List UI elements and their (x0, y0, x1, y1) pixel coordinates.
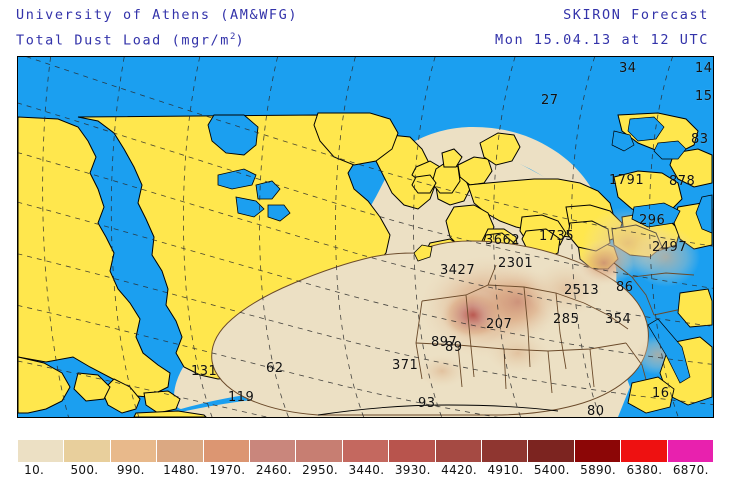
colorbar-swatch (528, 440, 575, 462)
colorbar-swatch (250, 440, 297, 462)
black-sea (631, 202, 681, 228)
colorbar-swatch (296, 440, 343, 462)
west-africa-detail (317, 404, 559, 416)
colorbar-tick-label: 1480. (163, 463, 200, 477)
colorbar-swatch (482, 440, 529, 462)
landmass-caribbean (18, 356, 207, 417)
institution-title: University of Athens (AM&WFG) (16, 7, 299, 23)
colorbar-swatch (574, 440, 622, 462)
colorbar-tick-label: 3440. (348, 463, 385, 477)
colorbar-tick-label: 10. (24, 463, 45, 477)
dust-plumes (416, 207, 700, 389)
field-title-exponent: 2 (230, 32, 236, 42)
colorbar-tick-label: 6380. (626, 463, 663, 477)
colorbar-tick-label: 1970. (209, 463, 246, 477)
british-isles (411, 148, 463, 194)
colorbar-wrap (18, 440, 714, 462)
colorbar-tick-label: 3930. (394, 463, 431, 477)
great-lakes (217, 168, 291, 222)
colorbar-swatch (203, 440, 251, 462)
colorbar-tick-label: 5400. (533, 463, 570, 477)
colorbar-swatch (64, 440, 111, 462)
field-title-text: Total Dust Load (mgr/m (16, 32, 231, 49)
field-title-tail: ) (235, 32, 246, 49)
greenland (313, 112, 399, 166)
colorbar-tick-label: 2460. (255, 463, 292, 477)
colorbar-swatch (157, 440, 204, 462)
map-canvas (18, 57, 713, 417)
colorbar-swatch (18, 440, 65, 462)
colorbar-tick-label: 4910. (487, 463, 524, 477)
model-title: SKIRON Forecast (563, 7, 709, 23)
colorbar-swatch (667, 440, 714, 462)
colorbar-tick-label: 2950. (302, 463, 339, 477)
colorbar (18, 440, 714, 462)
colorbar-tick-label: 6870. (672, 463, 709, 477)
colorbar-tick-label: 4420. (441, 463, 478, 477)
map-frame: 34 14 15 27 83 1791 878 296 3662 1735 2497 3427 2301… (17, 56, 714, 418)
valid-time-label: Mon 15.04.13 at 12 UTC (494, 32, 709, 48)
colorbar-swatch (435, 440, 483, 462)
colorbar-swatch (621, 440, 668, 462)
graticule (18, 57, 713, 417)
colorbar-swatch (110, 440, 158, 462)
hudson-bay (207, 114, 259, 156)
colorbar-tick-labels: 10. 500. 990. 1480. 1970. 2460. 2950. 3440. 3930… (0, 463, 731, 481)
colorbar-swatch (342, 440, 390, 462)
colorbar-tick-label: 5890. (580, 463, 617, 477)
country-borders-africa (415, 262, 709, 394)
caspian-sea (695, 194, 713, 234)
colorbar-tick-label: 990. (116, 463, 145, 477)
colorbar-swatch (389, 440, 436, 462)
field-title: Total Dust Load (mgr/m2) (16, 32, 245, 49)
colorbar-tick-label: 500. (70, 463, 99, 477)
northwest-africa-clear (413, 244, 433, 262)
